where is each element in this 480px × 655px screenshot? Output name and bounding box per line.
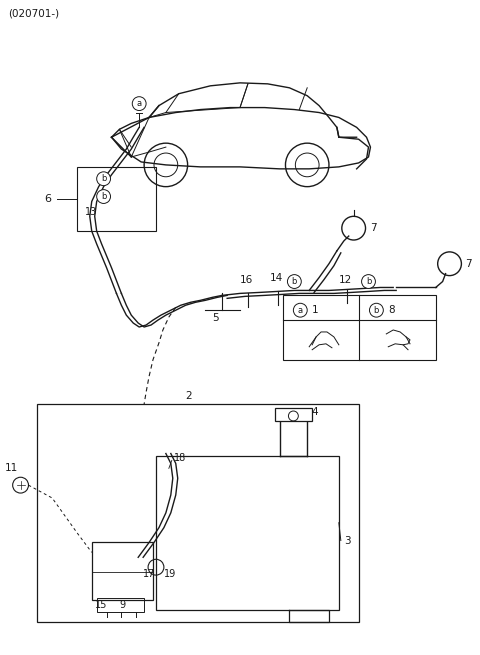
Text: 4: 4: [311, 407, 318, 417]
Text: 1: 1: [312, 305, 319, 315]
Circle shape: [96, 189, 110, 204]
Text: b: b: [366, 277, 371, 286]
Circle shape: [370, 303, 384, 317]
Bar: [96, 598, 144, 612]
Text: a: a: [298, 306, 303, 314]
Bar: [283, 295, 436, 360]
Bar: [77, 167, 156, 231]
Text: 18: 18: [174, 453, 186, 464]
Circle shape: [288, 274, 301, 288]
Text: 5: 5: [212, 313, 219, 323]
Text: 14: 14: [270, 272, 283, 282]
Text: a: a: [137, 99, 142, 108]
Text: b: b: [292, 277, 297, 286]
Text: 8: 8: [388, 305, 395, 315]
Text: 7: 7: [371, 223, 377, 233]
Text: 11: 11: [5, 463, 18, 474]
Circle shape: [361, 274, 375, 288]
Circle shape: [96, 172, 110, 185]
Text: 19: 19: [164, 569, 176, 579]
Text: 3: 3: [344, 536, 350, 546]
Text: b: b: [101, 192, 106, 201]
Text: (020701-): (020701-): [8, 9, 59, 19]
Circle shape: [293, 303, 307, 317]
Text: 13: 13: [85, 208, 97, 217]
Text: 12: 12: [339, 274, 352, 284]
Bar: [37, 404, 359, 622]
Text: 2: 2: [186, 391, 192, 402]
Text: 6: 6: [44, 193, 51, 204]
Text: 7: 7: [466, 259, 472, 269]
Text: b: b: [374, 306, 379, 314]
Text: 16: 16: [240, 274, 253, 284]
Text: b: b: [101, 174, 106, 183]
Bar: [92, 542, 153, 600]
Circle shape: [132, 97, 146, 111]
Text: 9: 9: [120, 600, 126, 610]
Bar: [156, 457, 339, 610]
Bar: [275, 408, 312, 421]
Text: 17: 17: [143, 569, 156, 579]
Text: 15: 15: [95, 600, 107, 610]
